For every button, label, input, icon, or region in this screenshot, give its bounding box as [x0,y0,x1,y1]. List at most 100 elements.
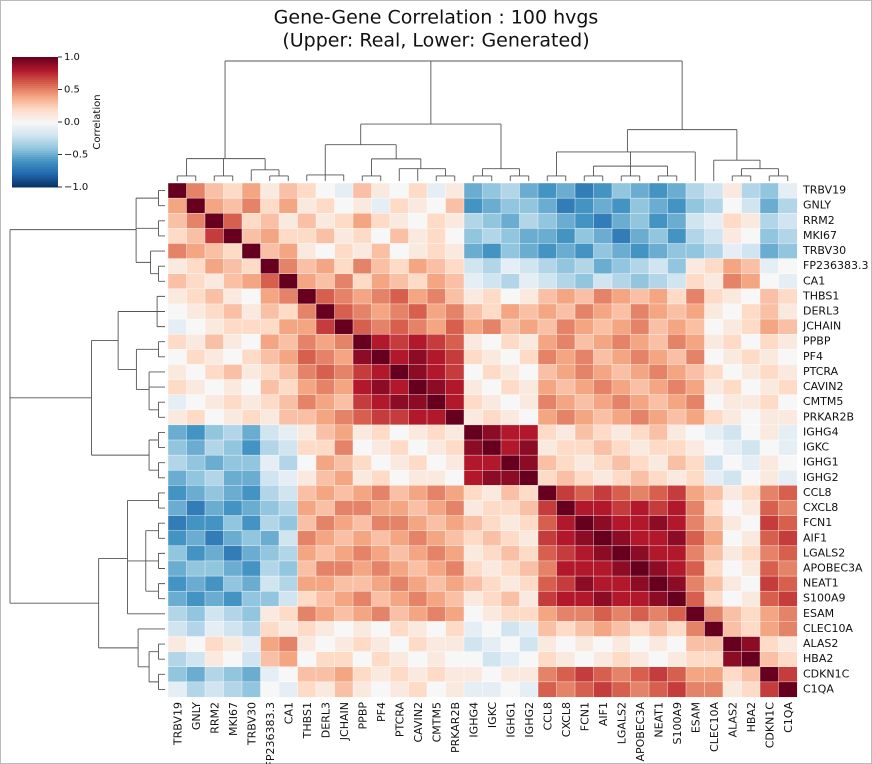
heatmap-cell [426,590,446,607]
heatmap-cell [371,666,391,683]
heatmap-cell [759,213,779,229]
heatmap-cell [611,333,631,350]
heatmap-cell [297,243,317,260]
column-label: DERL3 [319,702,332,738]
heatmap-cell [352,636,372,653]
heatmap-cell [334,228,354,244]
heatmap-cell [722,560,742,577]
heatmap-cell [574,606,594,622]
heatmap-cell [260,318,280,335]
heatmap-cell [537,333,557,350]
heatmap-cell [778,606,798,622]
heatmap-cell [260,606,280,622]
heatmap-cell [667,530,687,547]
heatmap-cell [352,349,372,365]
heatmap-cell [186,681,206,698]
heatmap-cell [389,500,409,517]
heatmap-cell [556,349,576,365]
heatmap-cell [260,409,280,426]
heatmap-cell [223,575,243,592]
heatmap-cell [241,606,261,622]
heatmap-cell [260,228,280,244]
heatmap-cell [741,213,761,229]
heatmap-cell [611,228,631,244]
heatmap-cell [722,590,742,607]
heatmap-cell [426,364,446,381]
heatmap-cell [667,424,687,441]
heatmap-cell [574,545,594,562]
heatmap-cell [722,288,742,305]
heatmap-cell [167,666,187,683]
heatmap-cell [260,258,280,275]
heatmap-cell [241,318,261,335]
heatmap-cell [500,424,520,441]
heatmap-cell [186,303,206,320]
heatmap-cell [167,228,187,244]
heatmap-cell [500,530,520,547]
heatmap-cell [685,439,705,456]
heatmap-cell [260,485,280,501]
heatmap-cell [371,454,391,471]
heatmap-cell [685,182,705,199]
heatmap-cell [704,409,724,426]
heatmap-cell [778,333,798,350]
heatmap-cell [667,288,687,305]
heatmap-cell [704,606,724,622]
heatmap-cell [667,651,687,668]
heatmap-cell [315,530,335,547]
heatmap-cell [685,258,705,275]
colorbar-segment [12,67,58,70]
heatmap-cell [445,470,465,486]
heatmap-cell [685,243,705,260]
heatmap-cell [334,424,354,441]
heatmap-cell [574,318,594,335]
heatmap-cell [389,303,409,320]
heatmap-cell [778,545,798,562]
heatmap-cell [722,243,742,260]
heatmap-cell [223,606,243,622]
heatmap-cell [389,681,409,698]
heatmap-cell [482,318,502,335]
row-label: JCHAIN [802,320,841,333]
heatmap-cell [297,454,317,471]
colorbar-segment [12,109,58,113]
colorbar-segment [12,77,58,80]
heatmap-cell [352,515,372,532]
heatmap-cell [204,560,224,577]
heatmap-cell [389,318,409,335]
heatmap-cell [667,545,687,562]
heatmap-cell [463,470,483,486]
heatmap-cell [611,394,631,411]
heatmap-cell [334,454,354,471]
dendrogram-branch [371,158,422,176]
heatmap-cell [315,515,335,532]
heatmap-cell [741,530,761,547]
heatmap-cell [278,681,298,698]
heatmap-cell [445,606,465,622]
heatmap-cell [759,560,779,577]
row-label: CAVIN2 [803,380,844,393]
heatmap-cell [537,681,557,698]
heatmap-cell [352,485,372,501]
dendrogram-branch [593,165,668,176]
heatmap-cell [389,470,409,486]
heatmap-cell [574,333,594,350]
heatmap-cell [371,213,391,229]
column-label: CA1 [282,702,295,724]
heatmap-cell [500,515,520,532]
heatmap-cell [574,590,594,607]
heatmap-cell [759,485,779,501]
heatmap-cell [204,243,224,260]
heatmap-cell [741,273,761,290]
heatmap-cell [648,379,668,396]
heatmap-cell [278,228,298,244]
heatmap-cell [482,182,502,199]
heatmap-cell [630,681,650,698]
heatmap-cell [778,651,798,668]
heatmap-cell [278,560,298,577]
heatmap-cell [186,590,206,607]
heatmap-cell [500,182,520,199]
heatmap-cell [334,500,354,517]
heatmap-cell [278,545,298,562]
heatmap-cell [389,530,409,547]
